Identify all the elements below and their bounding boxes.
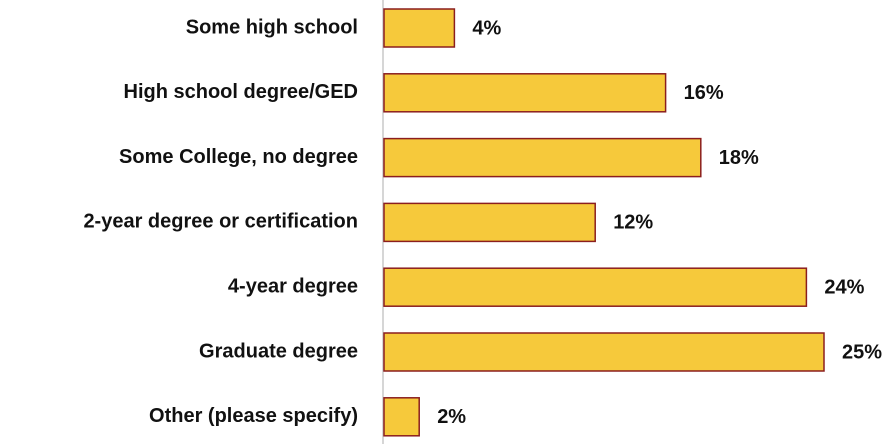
category-label: 2-year degree or certification [83, 211, 358, 233]
value-label: 2% [437, 406, 466, 428]
bar [383, 267, 808, 307]
value-label: 18% [719, 147, 759, 169]
value-label: 16% [684, 82, 724, 104]
category-label: Some College, no degree [119, 146, 358, 168]
value-label: 25% [842, 341, 882, 363]
category-label: Some high school [186, 16, 358, 38]
bar [383, 73, 667, 113]
bar [383, 8, 456, 48]
category-label: 4-year degree [228, 275, 358, 297]
category-label: Other (please specify) [149, 405, 358, 427]
value-label: 12% [613, 212, 653, 234]
value-label: 24% [824, 276, 864, 298]
bar [383, 137, 702, 178]
bar [383, 202, 596, 243]
bar [383, 397, 420, 437]
category-label: High school degree/GED [124, 81, 358, 103]
bar [383, 332, 825, 372]
category-label: Graduate degree [199, 340, 358, 362]
value-label: 4% [472, 17, 501, 39]
